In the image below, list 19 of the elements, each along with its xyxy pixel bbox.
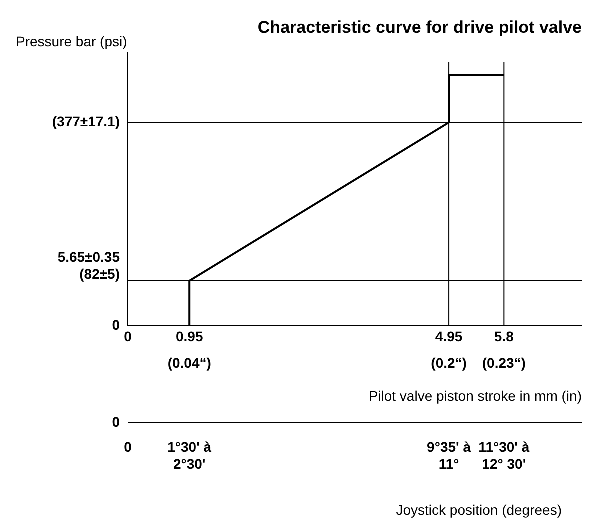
text: (377±17.1) <box>52 114 120 130</box>
x-tick-label: 0 <box>124 328 132 344</box>
x-tick-label: 5.8 <box>494 328 514 344</box>
text: 0 <box>112 414 120 430</box>
y-axis-title: Pressure bar (psi) <box>16 33 128 50</box>
x-tick-label: 4.95 <box>435 328 463 344</box>
text: 0 <box>112 317 120 334</box>
x-axis-title: Pilot valve piston stroke in mm (in) <box>368 388 582 404</box>
text: (0.04“) <box>168 354 212 371</box>
text: 9°35' à 11° <box>427 438 472 472</box>
text: 11°30' à 12° 30' <box>478 438 530 472</box>
x2-axis-title: Joystick position (degrees) <box>396 502 562 518</box>
text: (0.23“) <box>482 354 526 371</box>
text: (0.2“) <box>431 354 467 371</box>
text: 0 <box>124 438 132 455</box>
text: 1°30' à 2°30' <box>168 438 212 472</box>
text: 5.65±0.35 (82±5) <box>58 248 120 282</box>
x-tick-label: 0.95 <box>176 328 204 344</box>
chart-title: Characteristic curve for drive pilot valve <box>258 18 582 37</box>
